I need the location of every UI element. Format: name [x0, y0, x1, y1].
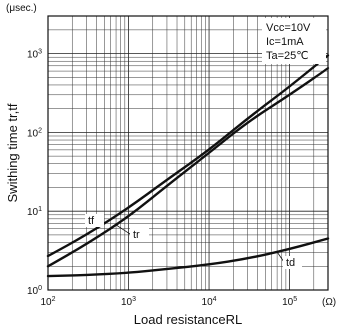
conditions: Vcc=10V Ic=1mA Ta=25℃: [266, 22, 311, 62]
x-tick-label: 104: [202, 296, 217, 308]
series-label-bg: [85, 214, 104, 227]
condition-line: Ic=1mA: [266, 36, 304, 48]
conditions-box: [262, 18, 326, 64]
series-leader-tr: [115, 224, 131, 235]
series-label-bg: [130, 228, 149, 241]
series-leader-td: [276, 251, 285, 263]
y-unit-label: (μsec.): [6, 3, 37, 14]
condition-line: Ta=25℃: [266, 50, 309, 62]
series-label-bg: [283, 256, 302, 269]
y-tick-label: 100: [27, 285, 42, 297]
y-axis-label: Swithing time tr,tf: [5, 103, 20, 202]
x-axis-label: Load resistanceRL: [134, 312, 242, 327]
series-line-tr: [46, 67, 330, 268]
x-tick-label: 103: [121, 296, 136, 308]
y-tick-label: 101: [27, 206, 42, 218]
chart-grid: [47, 15, 329, 291]
series-label-tf: tf: [88, 215, 95, 227]
plot-frame: [47, 15, 329, 291]
condition-line: Vcc=10V: [266, 22, 311, 34]
series-label-td: td: [286, 257, 295, 269]
x-tick-label: 102: [40, 296, 55, 308]
series-line-tf: [46, 54, 330, 258]
chart-series: tf tr td: [46, 54, 330, 278]
y-tick-label: 103: [27, 49, 42, 61]
x-tick-label: 105: [282, 296, 297, 308]
series-label-tr: tr: [133, 229, 140, 241]
x-tick-labels: 102 103 104 105: [40, 296, 297, 308]
y-tick-labels: 100 101 102 103: [27, 49, 42, 297]
y-tick-label: 102: [27, 127, 42, 139]
x-unit-label: (Ω): [322, 297, 336, 308]
series-line-td: [46, 237, 330, 278]
